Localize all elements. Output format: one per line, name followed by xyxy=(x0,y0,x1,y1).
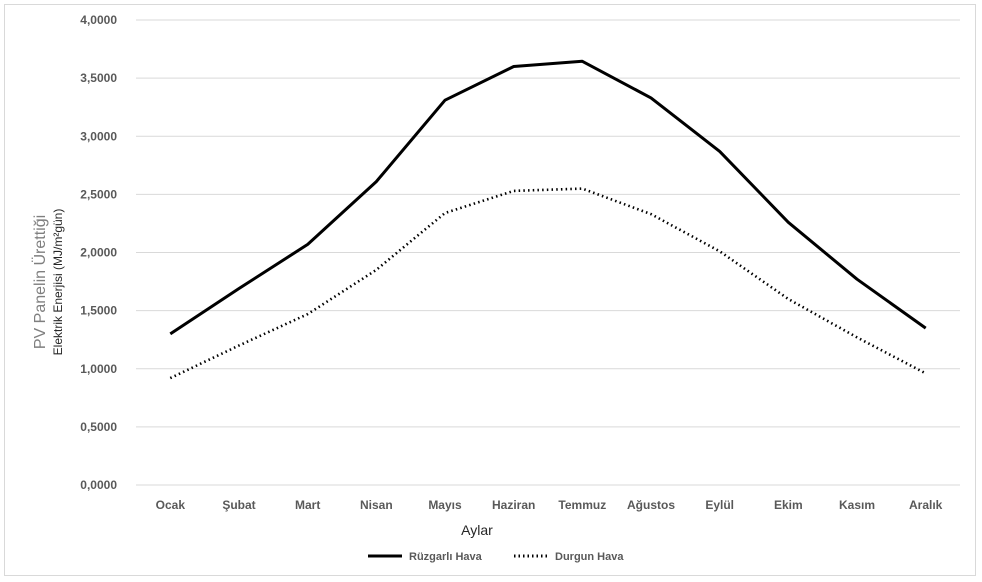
legend-label-series-2: Durgun Hava xyxy=(555,551,624,563)
x-tick-label: Ekim xyxy=(774,498,803,512)
y-axis-ticks: 0,0000 0,5000 1,0000 1,5000 2,0000 2,5000 3,00… xyxy=(80,13,117,492)
y-tick-label: 3,5000 xyxy=(80,71,117,85)
gridlines xyxy=(136,19,960,486)
x-tick-label: Mart xyxy=(295,498,320,512)
y-tick-label: 2,0000 xyxy=(80,246,117,260)
x-tick-label: Aralık xyxy=(909,498,943,512)
y-axis-title-line2: Elektrik Enerjisi (MJ/m²gün) xyxy=(51,209,65,356)
y-tick-label: 0,5000 xyxy=(80,420,117,434)
y-tick-label: 3,0000 xyxy=(80,129,117,143)
y-tick-label: 0,0000 xyxy=(80,478,117,492)
x-axis-ticks: Ocak Şubat Mart Nisan Mayıs Haziran Temmuz Ağus… xyxy=(156,498,943,512)
x-tick-label: Mayıs xyxy=(428,498,462,512)
x-tick-label: Kasım xyxy=(839,498,875,512)
x-tick-label: Ocak xyxy=(156,498,186,512)
x-tick-label: Haziran xyxy=(492,498,535,512)
y-tick-label: 4,0000 xyxy=(80,13,117,27)
series-lines xyxy=(169,59,927,380)
chart-frame xyxy=(4,4,976,576)
series-line-1 xyxy=(169,59,927,336)
legend: Rüzgarlı Hava Durgun Hava xyxy=(368,551,624,563)
x-axis-title: Aylar xyxy=(461,522,493,538)
x-tick-label: Temmuz xyxy=(558,498,606,512)
x-tick-label: Nisan xyxy=(360,498,393,512)
legend-label-series-1: Rüzgarlı Hava xyxy=(409,551,483,563)
y-tick-label: 1,5000 xyxy=(80,304,117,318)
series-line-2 xyxy=(169,187,927,380)
x-tick-label: Şubat xyxy=(222,498,255,512)
y-tick-label: 1,0000 xyxy=(80,362,117,376)
x-tick-label: Ağustos xyxy=(627,498,675,512)
y-tick-label: 2,5000 xyxy=(80,187,117,201)
x-tick-label: Eylül xyxy=(705,498,734,512)
y-axis-title-line1: PV Panelin Ürettiği xyxy=(31,215,49,349)
